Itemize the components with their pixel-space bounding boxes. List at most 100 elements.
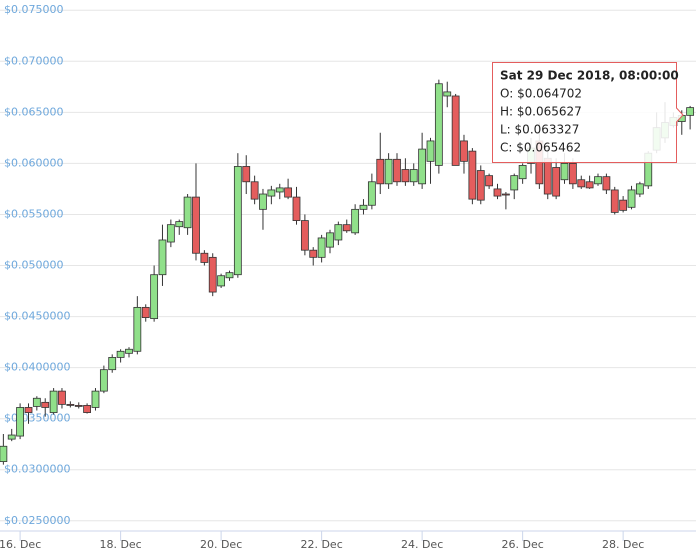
candle-body <box>326 232 334 248</box>
candle-body <box>317 237 326 258</box>
candle-body <box>309 249 318 258</box>
candle-body <box>384 158 393 185</box>
candle-body <box>66 403 75 406</box>
candle-body <box>108 357 117 371</box>
x-tick-label: 18. Dec <box>99 538 141 551</box>
candle-body <box>418 148 427 185</box>
candle-body <box>594 176 602 185</box>
candle-body <box>217 275 226 287</box>
candle-body <box>158 239 167 276</box>
candle-body <box>686 107 695 116</box>
candle-body <box>468 150 477 200</box>
tooltip-line: O: $0.064702 <box>500 87 582 101</box>
candle-body <box>292 196 301 221</box>
y-tick-label: $0.0250000 <box>4 514 70 527</box>
candle-body <box>501 193 510 196</box>
candle-body <box>83 405 91 413</box>
candle-body <box>116 350 125 358</box>
candle-body <box>342 224 351 232</box>
candle-body <box>32 397 41 407</box>
candle-body <box>351 208 360 234</box>
candle-body <box>284 187 292 198</box>
candle-body <box>619 199 628 211</box>
candles <box>0 79 695 465</box>
candle-body <box>560 162 569 181</box>
tooltip-title: Sat 29 Dec 2018, 08:00:00 <box>500 69 679 83</box>
candle-body <box>635 183 644 195</box>
x-tick-label: 24. Dec <box>401 538 443 551</box>
candle-body <box>476 170 485 201</box>
x-tick-label: 22. Dec <box>300 538 342 551</box>
candle-body <box>434 83 443 166</box>
candle-body <box>150 274 159 320</box>
candle-body <box>74 405 83 407</box>
candle-body <box>401 169 410 183</box>
candle-body <box>24 407 33 413</box>
candle-body <box>543 157 552 195</box>
candle-body <box>359 204 368 210</box>
x-tick-label: 20. Dec <box>200 538 242 551</box>
candle-body <box>485 175 494 187</box>
x-tick-label: 26. Dec <box>501 538 543 551</box>
tooltip-line: L: $0.063327 <box>500 123 579 137</box>
x-tick-label: 28. Dec <box>602 538 644 551</box>
candle-body <box>585 181 594 189</box>
candle-body <box>242 166 251 183</box>
candle-body <box>627 189 636 208</box>
candle-body <box>493 188 502 197</box>
y-tick-label: $0.0300000 <box>4 463 70 476</box>
candle-body <box>7 434 16 440</box>
candle-body <box>451 95 460 166</box>
grid <box>0 9 696 522</box>
x-tick-label: 16. Dec <box>0 538 41 551</box>
y-tick-label: $0.055000 <box>4 207 64 220</box>
y-tick-label: $0.075000 <box>4 3 64 16</box>
candle-body <box>99 369 108 392</box>
candle-body <box>91 390 100 408</box>
candle-body <box>460 140 468 162</box>
candle-body <box>568 162 577 185</box>
candle-body <box>166 224 175 243</box>
y-tick-label: $0.0400000 <box>4 361 70 374</box>
candle-body <box>367 181 376 206</box>
x-axis: 16. Dec 18. Dec 20. Dec 22. Dec 24. Dec 26. D… <box>0 531 644 551</box>
candle-body <box>510 175 519 191</box>
candle-body <box>518 165 527 180</box>
candle-body <box>602 176 611 191</box>
candle-body <box>334 224 343 241</box>
candle-body <box>259 193 267 210</box>
candle-body <box>275 187 284 193</box>
y-axis: $0.075000 $0.070000 $0.065000 $0.060000 $0.0… <box>4 3 70 527</box>
y-tick-label: $0.060000 <box>4 156 64 169</box>
candle-body <box>552 167 561 197</box>
tooltip-box <box>492 62 684 163</box>
tooltip-line: C: $0.065462 <box>500 141 581 155</box>
candle-body <box>426 140 435 162</box>
candle-body <box>267 189 276 197</box>
candle-body <box>610 189 619 213</box>
candle-body <box>225 272 234 279</box>
candle-body <box>192 196 200 254</box>
candle-body <box>443 91 452 97</box>
candle-body <box>0 445 8 462</box>
candle-body <box>577 179 586 188</box>
tooltip-line: H: $0.065627 <box>500 105 582 119</box>
candle-body <box>409 169 418 183</box>
candle-body <box>49 390 58 413</box>
tooltip: Sat 29 Dec 2018, 08:00:00 O: $0.064702 H… <box>492 62 684 163</box>
candle-body <box>376 158 385 185</box>
candle-body <box>58 390 66 405</box>
candle-body <box>183 196 192 229</box>
y-tick-label: $0.0450000 <box>4 310 70 323</box>
y-tick-label: $0.050000 <box>4 259 64 272</box>
candle-body <box>393 158 401 183</box>
candle-body <box>133 306 142 352</box>
y-tick-label: $0.065000 <box>4 105 64 118</box>
candle-body <box>16 407 25 437</box>
candle-body <box>250 181 259 200</box>
candle-body <box>233 166 242 276</box>
candle-body <box>175 221 184 228</box>
candle-body <box>125 348 133 354</box>
candle-body <box>41 401 50 408</box>
